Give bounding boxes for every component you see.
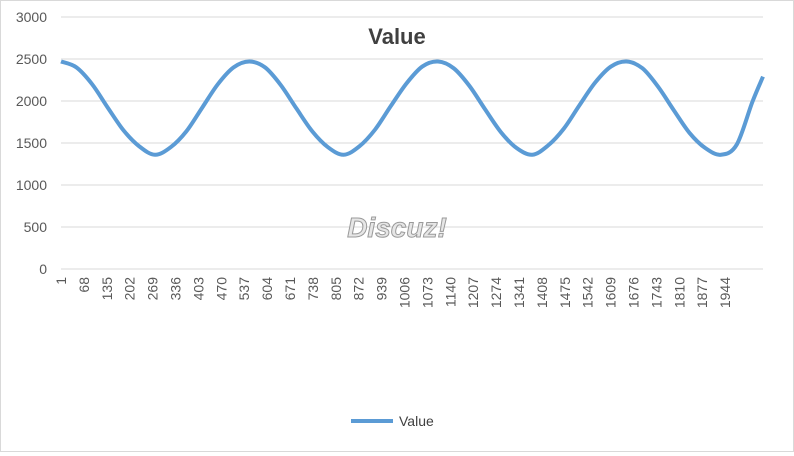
y-tick-label: 2000	[16, 93, 47, 109]
chart-title: Value	[368, 24, 425, 49]
x-tick-label: 939	[374, 277, 390, 301]
y-tick-label: 1000	[16, 177, 47, 193]
x-tick-label: 805	[328, 277, 344, 301]
x-tick-label: 1274	[488, 277, 504, 308]
x-tick-label: 1408	[534, 277, 550, 308]
x-tick-label: 1542	[580, 277, 596, 308]
y-tick-label: 500	[24, 219, 48, 235]
x-tick-label: 269	[145, 277, 161, 301]
x-tick-label: 68	[76, 277, 92, 293]
series-layer	[60, 59, 765, 157]
watermark-text: Discuz!	[347, 212, 447, 243]
x-tick-label: 135	[99, 277, 115, 301]
x-tick-label: 1475	[557, 277, 573, 308]
x-tick-label: 537	[236, 277, 252, 301]
x-tick-label: 1140	[442, 277, 458, 307]
x-tick-label: 671	[282, 277, 298, 301]
x-axis-ticks: 1 68 135 202 269 336 403 470 537 604 671 738 805 872 9…	[53, 277, 733, 308]
x-tick-label: 1676	[625, 277, 641, 308]
x-tick-label: 604	[259, 277, 275, 301]
x-tick-label: 1944	[717, 277, 733, 308]
x-tick-label: 1609	[603, 277, 619, 308]
x-tick-label: 202	[122, 277, 138, 301]
x-tick-label: 738	[305, 277, 321, 301]
x-tick-label: 1	[53, 277, 69, 285]
y-tick-label: 2500	[16, 51, 47, 67]
y-axis-ticks: 0 500 1000 1500 2000 2500 3000	[16, 9, 47, 277]
x-tick-label: 872	[351, 277, 367, 301]
series-line-value	[60, 59, 765, 157]
x-tick-label: 470	[213, 277, 229, 301]
y-tick-label: 0	[39, 261, 47, 277]
legend-label: Value	[399, 413, 434, 429]
x-tick-label: 1073	[419, 277, 435, 308]
x-tick-label: 1810	[671, 277, 687, 308]
x-tick-label: 403	[190, 277, 206, 301]
x-tick-label: 1743	[648, 277, 664, 308]
legend: Value	[351, 413, 434, 429]
y-tick-label: 3000	[16, 9, 47, 25]
x-tick-label: 1207	[465, 277, 481, 308]
x-tick-label: 336	[167, 277, 183, 301]
x-tick-label: 1877	[694, 277, 710, 308]
x-tick-label: 1341	[511, 277, 527, 308]
y-tick-label: 1500	[16, 135, 47, 151]
x-tick-label: 1006	[396, 277, 412, 308]
